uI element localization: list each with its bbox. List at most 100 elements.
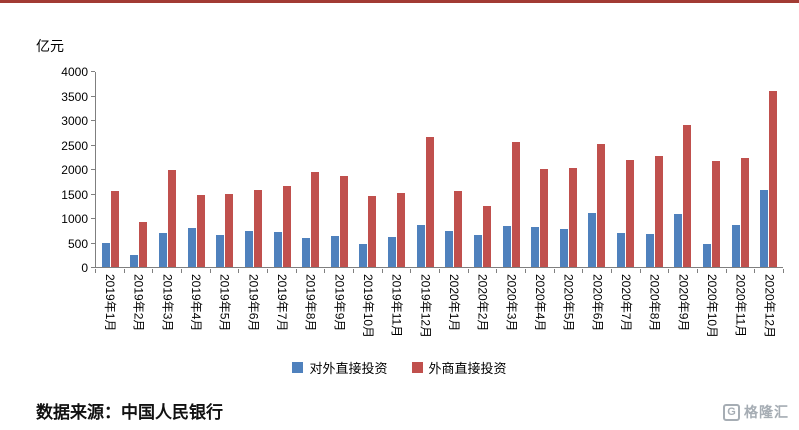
x-tick-label: 2020年3月	[504, 274, 519, 332]
bar-group	[382, 72, 411, 267]
bar	[388, 237, 397, 267]
legend-item: 外商直接投资	[411, 358, 507, 377]
x-tick-label: 2020年1月	[446, 274, 461, 332]
bar-group	[497, 72, 526, 267]
x-tick-label: 2019年6月	[246, 274, 261, 332]
y-axis-unit-label: 亿元	[36, 38, 64, 54]
bar	[711, 160, 720, 267]
x-tick-mark	[324, 269, 325, 273]
x-tick-label: 2019年11月	[389, 274, 404, 338]
x-tick-mark	[468, 269, 469, 273]
bar	[425, 136, 434, 267]
y-tick-mark	[91, 144, 95, 146]
bar	[359, 244, 368, 267]
x-tick-mark	[640, 269, 641, 273]
bar-group	[182, 72, 211, 267]
x-tick-label: 2019年12月	[418, 274, 433, 339]
bar-group	[268, 72, 297, 267]
bar	[540, 168, 549, 267]
bar	[702, 243, 711, 267]
plot-area	[95, 72, 783, 268]
y-tick-label: 0	[81, 261, 88, 275]
legend-item: 对外直接投资	[292, 358, 388, 377]
bar	[368, 196, 377, 267]
bar	[683, 125, 692, 267]
bar-group	[726, 72, 755, 267]
x-tick-label: 2020年8月	[647, 274, 662, 332]
bar	[502, 225, 511, 267]
bar	[130, 254, 139, 267]
bar	[760, 189, 769, 267]
bar	[588, 212, 597, 267]
x-tick-label: 2020年2月	[475, 274, 490, 332]
x-tick-mark	[267, 269, 268, 273]
y-tick-mark	[91, 218, 95, 219]
bar-group	[125, 72, 154, 267]
bar	[597, 143, 606, 267]
bar-group	[354, 72, 383, 267]
x-tick-label: 2020年9月	[676, 274, 691, 332]
bar-group	[440, 72, 469, 267]
bar-group	[153, 72, 182, 267]
x-tick-mark	[668, 269, 669, 273]
x-tick-label: 2019年1月	[102, 274, 117, 332]
x-tick-label: 2019年7月	[274, 274, 289, 332]
bar	[253, 189, 262, 267]
x-tick-label: 2019年8月	[303, 274, 318, 332]
bar-group	[411, 72, 440, 267]
bar	[568, 167, 577, 267]
y-tick-mark	[91, 242, 95, 244]
gelonghui-icon: G	[723, 403, 740, 421]
bar-group	[525, 72, 554, 267]
y-tick-mark	[91, 193, 95, 195]
x-tick-label: 2019年3月	[160, 274, 175, 332]
x-tick-mark	[124, 269, 125, 273]
bar-group	[669, 72, 698, 267]
bar	[559, 229, 568, 267]
bars	[96, 72, 783, 267]
bar	[654, 155, 663, 267]
bar	[101, 242, 110, 267]
top-accent-line	[0, 0, 799, 3]
x-tick-label: 2019年2月	[131, 274, 146, 332]
legend: 对外直接投资 外商直接投资	[0, 358, 799, 377]
x-tick-mark	[754, 269, 755, 273]
bar	[454, 190, 463, 267]
bar	[511, 141, 520, 267]
bar	[225, 193, 234, 267]
bar	[273, 232, 282, 267]
y-tick-mark	[91, 95, 95, 97]
x-tick-label: 2019年4月	[188, 274, 203, 332]
x-tick-mark	[783, 269, 784, 273]
x-tick-mark	[353, 269, 354, 273]
bar	[473, 235, 482, 267]
x-tick-label: 2020年5月	[561, 274, 576, 332]
x-tick-label: 2019年5月	[217, 274, 232, 332]
x-tick-label: 2019年9月	[332, 274, 347, 332]
x-tick-mark	[95, 269, 96, 273]
bar-group	[468, 72, 497, 267]
bar	[168, 170, 177, 267]
bar-group	[611, 72, 640, 267]
bar	[244, 231, 253, 267]
y-tick-mark	[91, 71, 95, 72]
bar	[445, 231, 454, 267]
bar-group	[583, 72, 612, 267]
bar-group	[325, 72, 354, 267]
legend-label: 对外直接投资	[309, 361, 388, 376]
bar	[216, 235, 225, 267]
bar-group	[697, 72, 726, 267]
x-tick-mark	[296, 269, 297, 273]
bar-group	[239, 72, 268, 267]
bar	[482, 206, 491, 267]
bar	[187, 228, 196, 267]
bar-group	[754, 72, 783, 267]
bar	[339, 176, 348, 267]
bar	[282, 186, 291, 267]
bar-group	[211, 72, 240, 267]
data-source-text: 数据来源：中国人民银行	[36, 403, 223, 422]
y-tick-label: 2000	[61, 163, 88, 177]
x-labels: 2019年1月 2019年2月 2019年3月 2019年4月 2019年5月 2019年…	[95, 274, 783, 360]
gelonghui-text: 格隆汇	[744, 404, 789, 420]
legend-swatch	[292, 362, 304, 373]
